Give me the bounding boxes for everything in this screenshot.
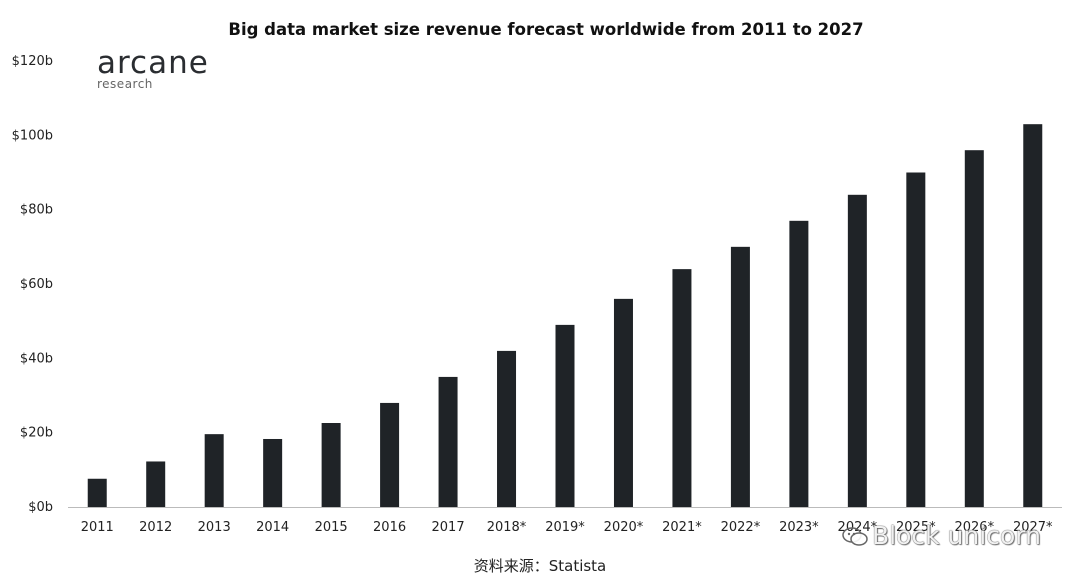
y-tick-label: $40b — [20, 351, 53, 366]
logo-subtitle: research — [97, 77, 153, 91]
bar-2025-forecast — [906, 172, 926, 507]
bar-2026-forecast — [964, 150, 984, 507]
bar-2016 — [380, 402, 400, 507]
x-tick-label: 2013 — [198, 520, 231, 535]
bar-2014 — [263, 438, 283, 507]
x-tick-label: 2014 — [256, 520, 289, 535]
bar-2021-forecast — [672, 269, 692, 507]
bar-2023-forecast — [789, 220, 809, 508]
x-tick-label: 2025* — [896, 520, 936, 535]
x-tick-label: 2011 — [81, 520, 114, 535]
x-tick-label: 2026* — [954, 520, 994, 535]
y-tick-label: $120b — [12, 54, 53, 69]
x-tick-label: 2024* — [838, 520, 878, 535]
x-tick-label: 2020* — [604, 520, 644, 535]
y-axis-labels: $0b $20b $40b $60b $80b $100b $120b — [12, 54, 53, 515]
x-tick-label: 2015 — [315, 520, 348, 535]
x-axis-labels: 2011 2012 2013 2014 2015 2016 2017 2018* 2019* 20… — [81, 520, 1053, 535]
logo-wordmark: arcane — [97, 45, 209, 81]
y-tick-label: $60b — [20, 277, 53, 292]
bar-2019-forecast — [555, 324, 575, 507]
y-tick-label: $80b — [20, 203, 53, 218]
x-tick-label: 2023* — [779, 520, 819, 535]
bar-2011 — [87, 478, 107, 507]
bar-2024-forecast — [847, 194, 867, 508]
x-tick-label: 2019* — [545, 520, 585, 535]
x-tick-label: 2027* — [1013, 520, 1053, 535]
x-tick-label: 2017 — [432, 520, 465, 535]
bars — [87, 124, 1043, 508]
bar-2022-forecast — [730, 246, 750, 508]
watermark-text: Block unicorn — [872, 521, 1041, 550]
x-tick-label: 2021* — [662, 520, 702, 535]
source-caption: 资料来源：Statista — [473, 557, 607, 575]
bar-2027-forecast — [1023, 124, 1043, 507]
x-tick-label: 2012 — [139, 520, 172, 535]
bar-2020-forecast — [613, 298, 633, 507]
watermark: Block unicorn — [842, 521, 1041, 550]
bar-2015 — [321, 423, 341, 507]
y-tick-label: $0b — [28, 500, 53, 515]
y-tick-label: $100b — [12, 128, 53, 143]
bar-2018-forecast — [497, 350, 517, 507]
bar-2017 — [438, 376, 458, 507]
y-tick-label: $20b — [20, 426, 53, 441]
x-tick-label: 2018* — [487, 520, 527, 535]
bar-2013 — [204, 434, 224, 507]
arcane-research-logo: arcane research — [97, 46, 209, 91]
x-tick-label: 2016 — [373, 520, 406, 535]
bar-2012 — [146, 461, 166, 507]
wechat-icon — [842, 527, 868, 546]
chart-title: Big data market size revenue forecast wo… — [228, 20, 864, 39]
x-tick-label: 2022* — [721, 520, 761, 535]
